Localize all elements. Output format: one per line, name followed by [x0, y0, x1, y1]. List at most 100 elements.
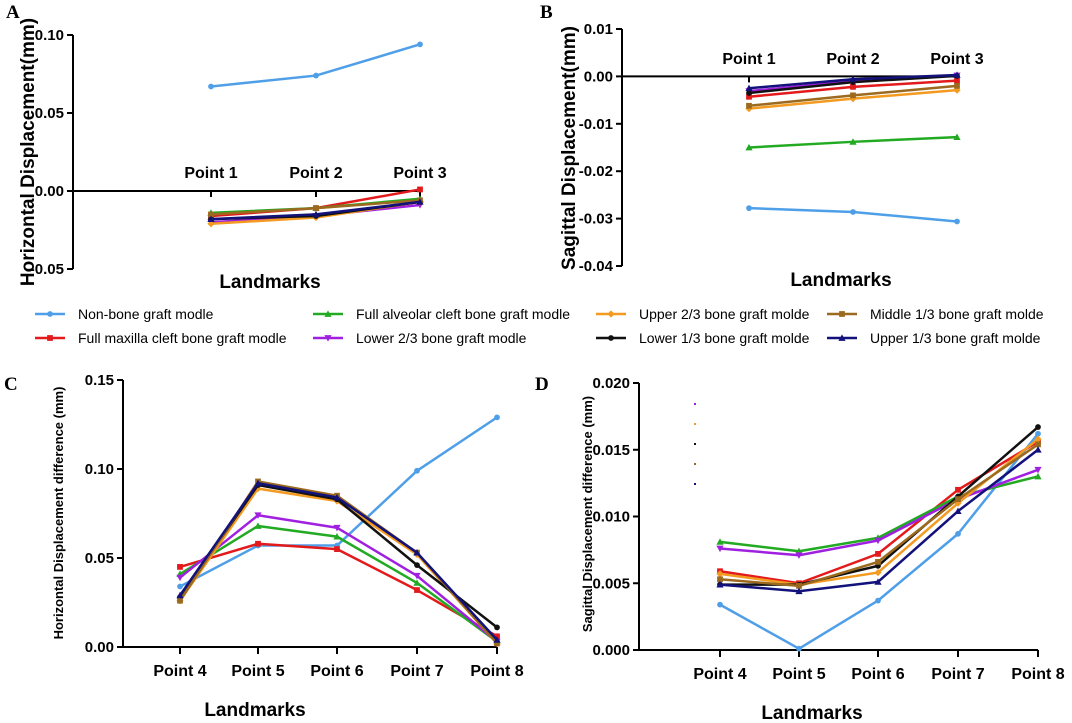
y-tick-label: 0.015	[592, 442, 630, 459]
data-point	[417, 186, 423, 193]
legend-dot	[694, 463, 696, 465]
data-point	[207, 215, 215, 222]
data-point	[850, 92, 856, 99]
data-point	[312, 210, 320, 218]
legend-item: Non-bone graft modle	[35, 306, 214, 322]
data-point	[717, 576, 723, 583]
x-tick-label: Point 3	[930, 51, 983, 68]
x-tick-label: Point 6	[310, 663, 363, 680]
data-point	[746, 90, 752, 96]
data-point	[745, 143, 753, 151]
data-point	[414, 467, 420, 474]
data-point	[208, 83, 214, 90]
y-tick-label: 0.000	[592, 642, 630, 659]
data-point	[416, 198, 424, 205]
data-point	[796, 583, 802, 589]
y-tick-label: 0.05	[85, 550, 114, 567]
data-point	[954, 83, 960, 89]
data-point	[413, 549, 421, 556]
x-tick-label: Point 5	[772, 666, 825, 683]
y-tick-label: 0.005	[592, 575, 630, 592]
data-point	[177, 583, 183, 590]
data-point	[494, 640, 500, 647]
y-tick-label: -0.02	[579, 163, 613, 180]
legend-label: Non-bone graft modle	[78, 306, 214, 322]
legend-item: Lower 2/3 bone graft modle	[313, 330, 527, 346]
data-point	[850, 83, 856, 90]
data-point	[954, 218, 960, 225]
data-point	[874, 578, 882, 585]
x-axis-label: Landmarks	[204, 700, 305, 721]
chart-panel-A: -0.05 0.00 0.05 0.10 Point 1 Point 2 Point 3 La…	[6, 2, 447, 293]
panel-letter: D	[535, 374, 549, 395]
legend-label: Lower 1/3 bone graft molde	[639, 330, 810, 346]
legend-item: Lower 1/3 bone graft molde	[596, 330, 810, 346]
data-point	[849, 75, 857, 83]
legend-marker	[608, 335, 614, 341]
legend-label: Upper 1/3 bone graft molde	[870, 330, 1041, 346]
x-tick-label: Point 4	[153, 663, 206, 680]
data-point	[414, 587, 420, 593]
x-tick-label: Point 4	[693, 666, 746, 683]
y-tick-label: 0.00	[85, 639, 114, 656]
data-point	[717, 601, 723, 608]
y-tick-label: 0.05	[35, 105, 64, 122]
data-point	[413, 579, 421, 586]
data-point	[254, 479, 262, 487]
x-tick-label: Point 8	[470, 663, 523, 680]
data-point	[313, 72, 319, 79]
x-axis-label: Landmarks	[790, 270, 891, 291]
data-point	[1035, 441, 1041, 448]
legend-item: Full alveolar cleft bone graft modle	[313, 306, 570, 322]
data-point	[494, 414, 500, 421]
data-point	[850, 209, 856, 215]
x-tick-label: Point 1	[184, 165, 237, 182]
legend-marker	[47, 311, 53, 317]
data-point	[177, 564, 183, 570]
y-axis-label: Horizontal Displacement difference (mm)	[51, 387, 66, 640]
legend-marker	[839, 311, 845, 317]
data-point	[875, 597, 881, 604]
data-point	[176, 574, 184, 582]
legend-label: Upper 2/3 bone graft molde	[639, 306, 810, 322]
data-point	[255, 540, 261, 547]
panel-letter: B	[540, 2, 553, 23]
data-point	[875, 551, 881, 557]
legend-marker	[324, 335, 332, 342]
y-tick-label: -0.01	[579, 116, 613, 133]
legend-dot	[694, 483, 696, 485]
x-tick-label: Point 5	[231, 663, 284, 680]
y-tick-label: 0.010	[592, 509, 630, 526]
x-tick-label: Point 3	[393, 165, 446, 182]
data-point	[1034, 435, 1042, 443]
chart-panel-C: 0.00 0.05 0.10 0.15 Point 4 Point 5 Point 6 Poi…	[4, 372, 524, 721]
panel-letter: A	[6, 2, 20, 23]
x-tick-label: Point 7	[390, 663, 443, 680]
y-tick-label: -0.05	[30, 261, 64, 278]
chart-panel-B: -0.04 -0.03 -0.02 -0.01 0.00 0.01 Point 1 Point…	[540, 2, 984, 291]
legend-marker	[47, 335, 53, 341]
data-point	[414, 562, 420, 568]
data-point	[874, 568, 882, 577]
series-line	[210, 43, 421, 88]
data-point	[953, 71, 961, 78]
data-point	[745, 84, 753, 92]
y-tick-label: 0.00	[35, 183, 64, 200]
chart-panel-D: 0.000 0.005 0.010 0.015 0.020 Point 4 Point 5 P…	[535, 374, 1065, 723]
legend-item: Upper 2/3 bone graft molde	[596, 306, 810, 322]
data-point	[1035, 424, 1041, 430]
y-tick-label: -0.03	[579, 211, 613, 228]
data-point	[953, 133, 961, 140]
data-point	[716, 538, 724, 545]
data-point	[795, 552, 803, 559]
series-line	[719, 468, 1039, 557]
data-point	[954, 77, 960, 84]
data-point	[746, 205, 752, 212]
data-point	[955, 496, 961, 503]
legend-item: Middle 1/3 bone graft molde	[827, 306, 1044, 322]
data-point	[176, 591, 184, 599]
y-tick-label: 0.10	[85, 461, 114, 478]
data-point	[1034, 472, 1042, 480]
legend-label: Full alveolar cleft bone graft modle	[356, 306, 570, 322]
legend-dot	[694, 443, 696, 445]
